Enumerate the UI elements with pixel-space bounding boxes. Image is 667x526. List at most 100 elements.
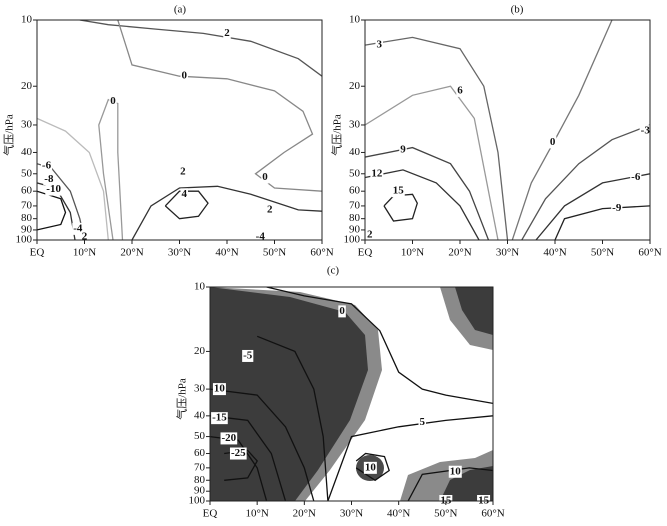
contours <box>37 20 322 240</box>
y-tick-label: 40 <box>21 146 33 158</box>
y-tick-label: 10 <box>349 14 361 26</box>
contour-label: 2 <box>367 229 373 241</box>
y-tick-label: 100 <box>189 495 206 507</box>
contour-label-bg <box>212 383 226 396</box>
x-tick-label: 50°N <box>263 247 286 259</box>
contour-label: 2 <box>82 231 88 243</box>
contour-line <box>535 173 650 240</box>
contour-line <box>365 146 490 240</box>
contour-label-bg <box>180 188 188 201</box>
plot-frame <box>364 19 651 241</box>
contour-line <box>256 335 329 501</box>
contour-label: 0 <box>262 171 268 183</box>
y-tick-label: 90 <box>194 485 206 497</box>
contour-label: 15 <box>393 185 405 197</box>
contour-line <box>37 117 109 240</box>
contour-label-bg <box>611 202 623 215</box>
plot-frame <box>36 19 323 241</box>
contour-label: 5 <box>420 416 426 428</box>
contour-label-bg <box>448 465 462 478</box>
y-tick-label: 80 <box>349 212 361 224</box>
shade-dark <box>440 466 493 501</box>
contour-label-bg <box>72 222 84 235</box>
contour-label-bg <box>266 203 274 216</box>
x-tick-label: EQ <box>30 247 45 259</box>
contour-line <box>79 20 322 77</box>
contour-line <box>210 388 315 501</box>
contour-label-bg <box>242 349 254 362</box>
panel-title: (c) <box>327 265 340 277</box>
x-tick-label: 50°N <box>591 247 614 259</box>
contour-line <box>327 415 493 501</box>
y-tick-label: 80 <box>21 212 33 224</box>
y-tick-label: 50 <box>349 167 361 179</box>
contour-label-bg <box>45 183 62 196</box>
contour-line <box>210 415 287 501</box>
contour-label-bg <box>363 461 377 474</box>
x-tick-label: 40°N <box>543 247 566 259</box>
contour-label: 2 <box>180 165 186 177</box>
y-tick-label: 60 <box>194 447 206 459</box>
x-tick-label: 40°N <box>387 508 410 520</box>
contour-line <box>355 452 390 482</box>
y-tick-label: 10 <box>21 14 33 26</box>
contour-label-bg <box>80 231 89 244</box>
x-tick-label: EQ <box>358 247 373 259</box>
contour-label-bg <box>180 70 188 83</box>
x-tick-label: 60°N <box>310 247 333 259</box>
contour-label: 0 <box>182 70 188 82</box>
contour-line <box>365 85 499 240</box>
contour-label: -6 <box>631 171 641 183</box>
contour-label: -3 <box>641 125 651 137</box>
shade-dark <box>210 287 368 501</box>
contour-label-bg <box>456 84 464 97</box>
y-tick-label: 90 <box>21 223 33 235</box>
panel: 3 6 9 12 15 0 -3 -6 -9 2 EQ 10°N 20°N 30°N 40°N 50°N 60°… <box>330 4 662 259</box>
y-tick-label: 70 <box>349 199 361 211</box>
y-tick-label: 40 <box>349 146 361 158</box>
contour-label: 9 <box>400 144 406 156</box>
contours <box>210 287 493 501</box>
x-tick-label: 20°N <box>120 247 143 259</box>
y-axis-label: 气压/hPa <box>175 378 189 420</box>
contour-label: 12 <box>371 167 383 179</box>
contour-label-bg <box>109 95 117 108</box>
contour-label: -8 <box>44 173 54 185</box>
x-tick-label: 40°N <box>215 247 238 259</box>
contour-line <box>98 98 124 240</box>
contour-label: -5 <box>243 349 253 361</box>
x-tick-label: 30°N <box>496 247 519 259</box>
y-tick-label: 80 <box>194 474 206 486</box>
x-tick-label: 30°N <box>168 247 191 259</box>
contour-label: 10 <box>450 465 462 477</box>
y-tick-label: 20 <box>21 80 33 92</box>
contour-label: 10 <box>214 383 226 395</box>
y-tick-label: 70 <box>21 199 33 211</box>
y-tick-label: 20 <box>194 345 206 357</box>
contour-label-bg <box>338 305 346 318</box>
contour-label-bg <box>43 173 55 186</box>
y-tick-label: 30 <box>21 118 33 130</box>
y-tick-label: 50 <box>194 430 206 442</box>
panel-title: (a) <box>174 4 187 16</box>
contour-line <box>521 124 650 240</box>
x-tick-label: 50°N <box>434 508 457 520</box>
panel-title: (b) <box>511 4 524 16</box>
x-tick-label: 10°N <box>73 247 96 259</box>
y-axis-label: 气压/hPa <box>2 114 16 156</box>
y-tick-label: 60 <box>349 185 361 197</box>
contour-label: 0 <box>339 305 345 317</box>
contour-line <box>164 190 209 220</box>
contour-label-bg <box>399 144 407 157</box>
contour-line <box>554 205 650 240</box>
x-tick-label: 60°N <box>638 247 661 259</box>
contour-label: 0 <box>110 95 116 107</box>
contour-label: 2 <box>224 27 230 39</box>
contour-label-bg <box>211 412 228 425</box>
contour-line <box>511 20 613 240</box>
contour-label-bg <box>639 125 651 138</box>
x-tick-label: 60°N <box>481 508 504 520</box>
contour-label: 2 <box>267 203 273 215</box>
